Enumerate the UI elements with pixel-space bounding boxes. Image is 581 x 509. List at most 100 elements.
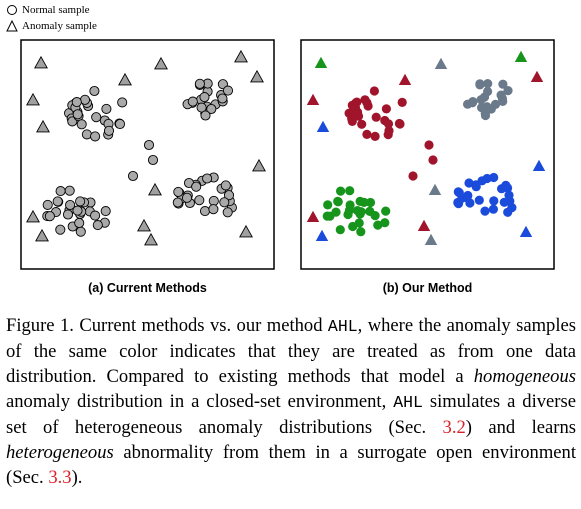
anomaly-sample-point bbox=[148, 182, 162, 196]
normal-sample-point bbox=[486, 104, 496, 114]
normal-sample-point bbox=[497, 93, 507, 104]
normal-sample-point bbox=[352, 206, 363, 216]
anomaly-sample-point bbox=[314, 56, 328, 68]
anomaly-sample-point bbox=[434, 57, 448, 69]
normal-sample-point bbox=[468, 97, 478, 107]
normal-sample-point bbox=[199, 92, 210, 103]
normal-sample-point bbox=[353, 109, 363, 119]
normal-sample-point bbox=[471, 182, 481, 192]
normal-sample-point bbox=[369, 86, 379, 96]
normal-sample-point bbox=[71, 97, 82, 108]
normal-sample-point bbox=[72, 109, 83, 120]
normal-sample-point bbox=[143, 139, 155, 151]
normal-sample-point bbox=[333, 196, 343, 206]
anomaly-sample-point bbox=[26, 209, 40, 223]
normal-sample-point bbox=[397, 97, 407, 107]
anomaly-sample-point bbox=[26, 92, 40, 106]
normal-sample-point bbox=[480, 110, 491, 121]
caption-text: ) and learns bbox=[465, 417, 576, 438]
normal-sample-point bbox=[64, 185, 75, 196]
normal-sample-point bbox=[380, 218, 390, 228]
normal-sample-point bbox=[79, 94, 91, 105]
figure-legend: Normal sample Anomaly sample bbox=[6, 2, 166, 36]
legend-anomaly: Anomaly sample bbox=[6, 18, 97, 34]
normal-sample-point bbox=[370, 211, 380, 221]
caption-text: , where the anomaly samples of the same … bbox=[6, 315, 576, 387]
normal-sample-point bbox=[101, 103, 112, 114]
normal-sample-point bbox=[453, 197, 463, 208]
normal-sample-point bbox=[75, 226, 86, 237]
normal-sample-point bbox=[196, 102, 207, 113]
normal-sample-point bbox=[365, 197, 376, 208]
normal-sample-point bbox=[114, 118, 126, 130]
normal-sample-point bbox=[355, 196, 365, 206]
section-ref-link[interactable]: 3.2 bbox=[442, 417, 466, 438]
normal-sample-point bbox=[200, 110, 211, 121]
anomaly-sample-point bbox=[35, 228, 49, 242]
normal-sample-point bbox=[187, 96, 198, 107]
normal-sample-point bbox=[483, 79, 493, 89]
normal-sample-point bbox=[74, 217, 85, 229]
normal-sample-point bbox=[103, 125, 115, 136]
normal-sample-point bbox=[62, 209, 74, 220]
anomaly-sample-point bbox=[519, 225, 533, 237]
normal-sample-point bbox=[503, 207, 513, 217]
normal-sample-point bbox=[223, 190, 235, 201]
normal-sample-point bbox=[352, 97, 362, 107]
normal-sample-point bbox=[42, 199, 53, 210]
normal-sample-point bbox=[384, 126, 394, 136]
normal-sample-point bbox=[55, 224, 66, 235]
anomaly-sample-point bbox=[252, 158, 266, 172]
anomaly-sample-point bbox=[428, 183, 442, 195]
figure-number: Figure 1. bbox=[6, 315, 74, 336]
normal-sample-point bbox=[191, 181, 202, 192]
normal-sample-point bbox=[501, 180, 511, 190]
anomaly-sample-point bbox=[239, 224, 253, 238]
method-name: AHL bbox=[393, 393, 423, 412]
section-ref-link[interactable]: 3.3 bbox=[48, 467, 72, 488]
normal-sample-point bbox=[482, 173, 492, 184]
normal-sample-point bbox=[428, 155, 438, 165]
normal-sample-point bbox=[75, 196, 86, 207]
emphasis-homogeneous: homogeneous bbox=[473, 366, 576, 387]
normal-sample-point bbox=[475, 79, 485, 89]
normal-sample-point bbox=[81, 129, 92, 140]
normal-sample-point bbox=[194, 195, 205, 206]
normal-sample-point bbox=[219, 197, 230, 208]
normal-sample-point bbox=[381, 206, 391, 216]
caption-text: anomaly distribution in a closed-set env… bbox=[6, 391, 394, 412]
normal-sample-point bbox=[383, 119, 394, 129]
normal-sample-point bbox=[464, 178, 474, 188]
normal-sample-point bbox=[360, 95, 370, 105]
normal-sample-point bbox=[503, 86, 513, 96]
normal-sample-point bbox=[373, 220, 383, 230]
anomaly-sample-point bbox=[316, 120, 330, 132]
normal-sample-point bbox=[371, 112, 381, 122]
normal-sample-point bbox=[323, 200, 333, 210]
normal-sample-point bbox=[127, 170, 139, 182]
normal-sample-point bbox=[44, 211, 55, 222]
normal-sample-point bbox=[408, 171, 418, 181]
normal-sample-point bbox=[345, 200, 355, 210]
anomaly-sample-point bbox=[306, 93, 320, 105]
normal-sample-point bbox=[356, 227, 366, 237]
normal-sample-point bbox=[52, 196, 63, 207]
normal-sample-point bbox=[117, 97, 128, 108]
normal-sample-point bbox=[424, 140, 434, 150]
normal-sample-point bbox=[477, 103, 487, 113]
marks-our-method bbox=[306, 50, 546, 245]
legend-anomaly-label: Anomaly sample bbox=[22, 20, 97, 32]
anomaly-sample-point bbox=[417, 219, 431, 231]
anomaly-sample-point bbox=[154, 56, 168, 70]
anomaly-sample-point bbox=[532, 159, 546, 171]
caption-text: simulates a diverse set of heterogeneous… bbox=[6, 391, 576, 438]
normal-sample-point bbox=[90, 210, 101, 221]
anomaly-sample-point bbox=[514, 50, 528, 62]
figure-panels bbox=[20, 39, 555, 270]
anomaly-sample-point bbox=[250, 69, 264, 83]
normal-sample-point bbox=[100, 206, 111, 217]
normal-sample-point bbox=[76, 119, 87, 130]
anomaly-sample-point bbox=[424, 233, 438, 245]
normal-sample-point bbox=[325, 211, 335, 221]
caption-text: abnormality from them in a surrogate ope… bbox=[6, 442, 576, 488]
